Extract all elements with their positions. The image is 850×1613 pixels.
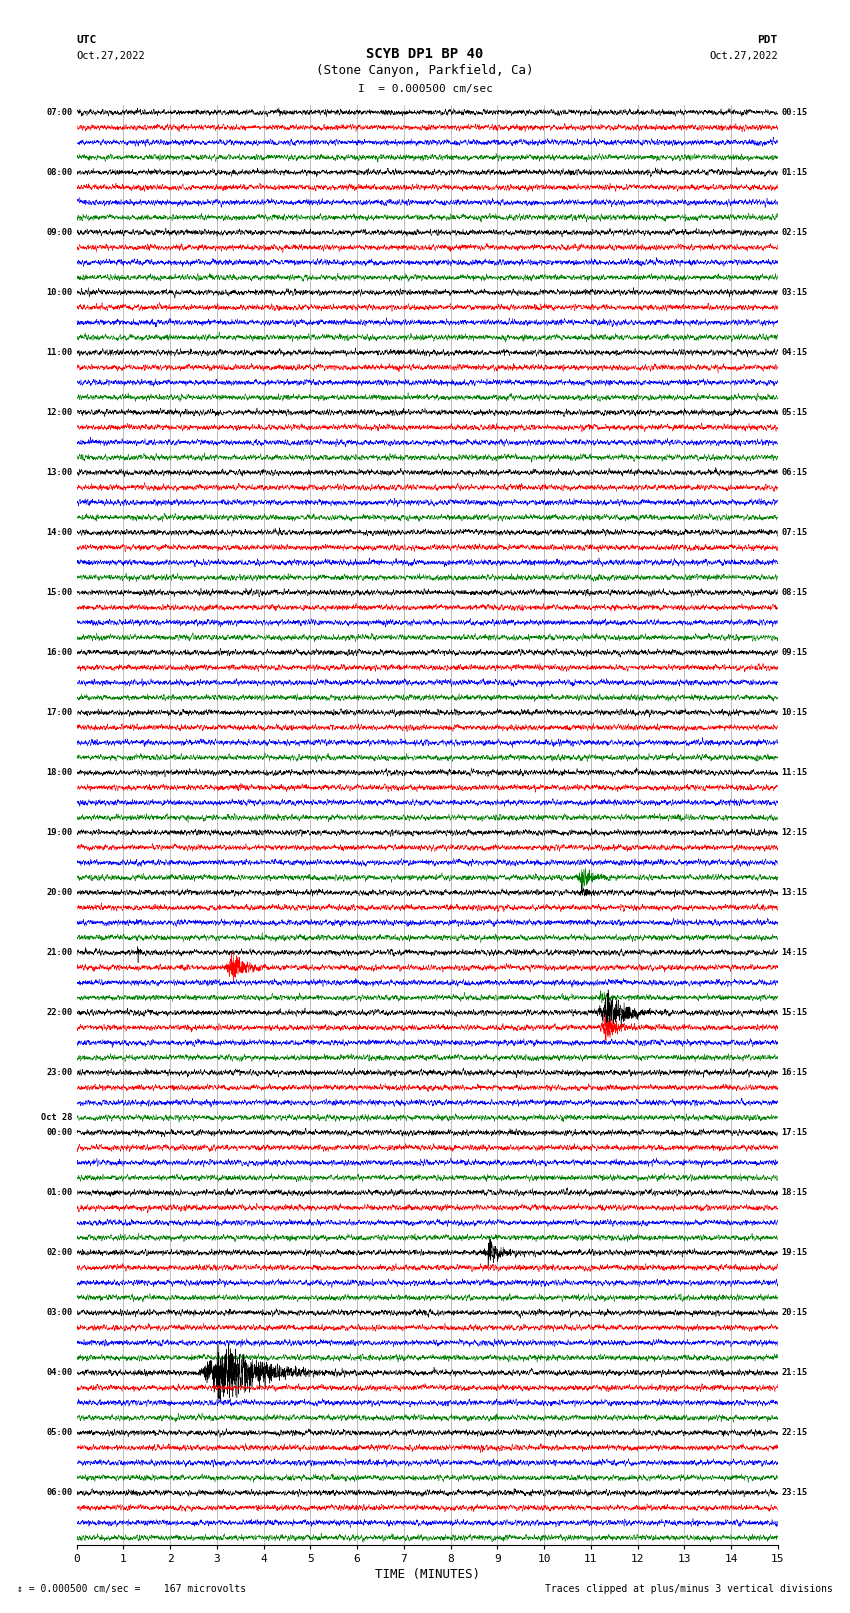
Text: 12:15: 12:15 bbox=[781, 827, 807, 837]
Text: 06:00: 06:00 bbox=[47, 1489, 73, 1497]
Text: SCYB DP1 BP 40: SCYB DP1 BP 40 bbox=[366, 47, 484, 61]
Text: 07:00: 07:00 bbox=[47, 108, 73, 116]
Text: 15:15: 15:15 bbox=[781, 1008, 807, 1018]
Text: 05:00: 05:00 bbox=[47, 1428, 73, 1437]
Text: 15:00: 15:00 bbox=[47, 589, 73, 597]
Text: 18:15: 18:15 bbox=[781, 1189, 807, 1197]
Text: UTC: UTC bbox=[76, 35, 97, 45]
Text: PDT: PDT bbox=[757, 35, 778, 45]
Text: 08:00: 08:00 bbox=[47, 168, 73, 177]
Text: 16:15: 16:15 bbox=[781, 1068, 807, 1077]
Text: 23:15: 23:15 bbox=[781, 1489, 807, 1497]
Text: 19:00: 19:00 bbox=[47, 827, 73, 837]
Text: 01:00: 01:00 bbox=[47, 1189, 73, 1197]
Text: 10:15: 10:15 bbox=[781, 708, 807, 718]
Text: 21:15: 21:15 bbox=[781, 1368, 807, 1378]
Text: 12:00: 12:00 bbox=[47, 408, 73, 416]
Text: 05:15: 05:15 bbox=[781, 408, 807, 416]
Text: 16:00: 16:00 bbox=[47, 648, 73, 656]
Text: 10:00: 10:00 bbox=[47, 287, 73, 297]
Text: ↕ = 0.000500 cm/sec =    167 microvolts: ↕ = 0.000500 cm/sec = 167 microvolts bbox=[17, 1584, 246, 1594]
Text: 11:00: 11:00 bbox=[47, 348, 73, 356]
Text: 14:00: 14:00 bbox=[47, 527, 73, 537]
Text: 03:00: 03:00 bbox=[47, 1308, 73, 1318]
Text: 22:15: 22:15 bbox=[781, 1428, 807, 1437]
Text: I  = 0.000500 cm/sec: I = 0.000500 cm/sec bbox=[358, 84, 492, 94]
Text: 02:00: 02:00 bbox=[47, 1248, 73, 1257]
Text: Oct.27,2022: Oct.27,2022 bbox=[709, 52, 778, 61]
Text: 09:00: 09:00 bbox=[47, 227, 73, 237]
Text: 11:15: 11:15 bbox=[781, 768, 807, 777]
Text: 07:15: 07:15 bbox=[781, 527, 807, 537]
Text: 22:00: 22:00 bbox=[47, 1008, 73, 1018]
X-axis label: TIME (MINUTES): TIME (MINUTES) bbox=[375, 1568, 479, 1581]
Text: 23:00: 23:00 bbox=[47, 1068, 73, 1077]
Text: 02:15: 02:15 bbox=[781, 227, 807, 237]
Text: 08:15: 08:15 bbox=[781, 589, 807, 597]
Text: 00:15: 00:15 bbox=[781, 108, 807, 116]
Text: 13:00: 13:00 bbox=[47, 468, 73, 477]
Text: 04:00: 04:00 bbox=[47, 1368, 73, 1378]
Text: 18:00: 18:00 bbox=[47, 768, 73, 777]
Text: 09:15: 09:15 bbox=[781, 648, 807, 656]
Text: 00:00: 00:00 bbox=[47, 1127, 73, 1137]
Text: 13:15: 13:15 bbox=[781, 889, 807, 897]
Text: Oct 28: Oct 28 bbox=[42, 1113, 73, 1123]
Text: 17:00: 17:00 bbox=[47, 708, 73, 718]
Text: 20:15: 20:15 bbox=[781, 1308, 807, 1318]
Text: 04:15: 04:15 bbox=[781, 348, 807, 356]
Text: 20:00: 20:00 bbox=[47, 889, 73, 897]
Text: (Stone Canyon, Parkfield, Ca): (Stone Canyon, Parkfield, Ca) bbox=[316, 65, 534, 77]
Text: Oct.27,2022: Oct.27,2022 bbox=[76, 52, 145, 61]
Text: 14:15: 14:15 bbox=[781, 948, 807, 957]
Text: 01:15: 01:15 bbox=[781, 168, 807, 177]
Text: 03:15: 03:15 bbox=[781, 287, 807, 297]
Text: Traces clipped at plus/minus 3 vertical divisions: Traces clipped at plus/minus 3 vertical … bbox=[545, 1584, 833, 1594]
Text: 19:15: 19:15 bbox=[781, 1248, 807, 1257]
Text: 21:00: 21:00 bbox=[47, 948, 73, 957]
Text: 06:15: 06:15 bbox=[781, 468, 807, 477]
Text: 17:15: 17:15 bbox=[781, 1127, 807, 1137]
